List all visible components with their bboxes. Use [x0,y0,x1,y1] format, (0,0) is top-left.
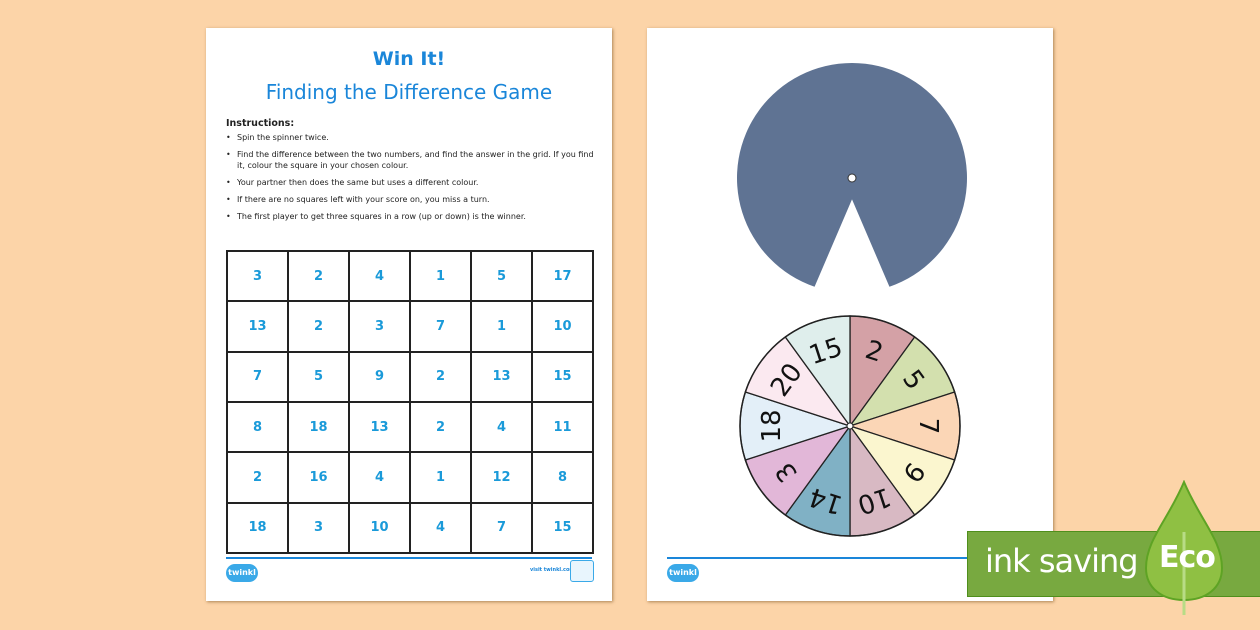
page-title: Win It! [372,48,446,70]
instructions-list: Spin the spinner twice. Find the differe… [226,132,596,228]
grid-cell: 5 [288,351,349,402]
eco-label: Eco [1159,540,1216,575]
grid-cell: 2 [288,301,349,352]
grid-cell: 12 [471,452,532,503]
instructions-heading: Instructions: [226,118,295,129]
cover-pivot-hole [847,173,857,183]
grid-cell: 1 [471,301,532,352]
grid-cell: 7 [410,301,471,352]
grid-cell: 4 [471,401,532,453]
spinner-center [846,422,854,430]
grid-cell: 10 [349,502,410,553]
leaf-icon [1144,480,1224,615]
page-subtitle: Finding the Difference Game [265,80,553,104]
footer-url: visit twinkl.com [530,567,575,573]
instruction-item: Find the difference between the two numb… [226,149,596,171]
grid-cell: 2 [227,452,288,503]
grid-cell: 2 [288,251,349,302]
quality-badge-icon [570,560,594,582]
grid-cell: 1 [410,452,471,503]
grid-cell: 15 [532,502,593,553]
instruction-item: Spin the spinner twice. [226,132,596,143]
grid-cell: 9 [349,351,410,402]
instruction-item: Your partner then does the same but uses… [226,177,596,188]
grid-cell: 2 [410,401,471,453]
grid-cell: 4 [410,502,471,553]
grid-cell: 3 [349,301,410,352]
twinkl-logo: twinkl [226,564,258,582]
footer-divider [226,557,592,559]
spinner-rim [739,315,961,537]
grid-cell: 18 [227,502,288,553]
worksheet-page-1: Win It! Finding the Difference Game Inst… [206,28,612,601]
grid-cell: 8 [532,452,593,503]
instruction-item: If there are no squares left with your s… [226,194,596,205]
grid-cell: 13 [471,351,532,402]
number-grid: 3 2 4 1 5 17 13 2 3 7 1 10 7 5 9 2 13 15 8 18 13 2 4 11 2 16 4 1 12 8… [226,250,594,554]
grid-cell: 4 [349,452,410,503]
grid-cell: 13 [227,301,288,352]
grid-cell: 3 [288,502,349,553]
grid-cell: 3 [227,251,288,302]
grid-cell: 11 [532,401,593,453]
grid-cell: 18 [288,401,349,453]
instruction-item: The first player to get three squares in… [226,211,596,222]
grid-cell: 4 [349,251,410,302]
grid-cell: 13 [349,401,410,453]
grid-cell: 1 [410,251,471,302]
grid-cell: 8 [227,401,288,453]
grid-cell: 15 [532,351,593,402]
spinner-segment-label: 18 [757,409,787,442]
grid-cell: 7 [471,502,532,553]
grid-cell: 2 [410,351,471,402]
ink-saving-label: ink saving [985,542,1139,580]
grid-cell: 7 [227,351,288,402]
worksheet-page-2: 2 5 7 9 10 14 3 18 20 15 twinkl [647,28,1053,601]
grid-cell: 17 [532,251,593,302]
twinkl-logo: twinkl [667,564,699,582]
grid-cell: 5 [471,251,532,302]
spinner-segment-label: 7 [913,418,943,435]
grid-cell: 16 [288,452,349,503]
footer-divider [667,557,1033,559]
grid-cell: 10 [532,301,593,352]
